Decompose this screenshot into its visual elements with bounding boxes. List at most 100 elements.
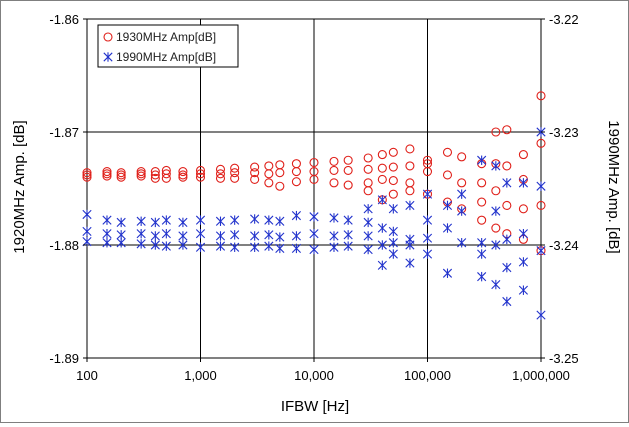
- data-point-asterisk: [422, 189, 433, 199]
- data-point-asterisk: [102, 238, 112, 248]
- data-points: [82, 91, 546, 320]
- data-point-circle: [291, 177, 301, 187]
- data-point-asterisk: [457, 189, 467, 199]
- data-point-asterisk: [161, 215, 171, 225]
- data-point-circle: [477, 215, 487, 225]
- data-point-circle: [291, 159, 301, 169]
- data-point-asterisk: [136, 239, 146, 249]
- data-point-asterisk: [195, 242, 206, 252]
- data-point-asterisk: [309, 244, 319, 255]
- legend-asterisk-icon: [103, 52, 113, 62]
- data-point-asterisk: [502, 234, 512, 245]
- data-point-circle: [264, 178, 274, 188]
- data-point-asterisk: [102, 229, 112, 239]
- right-axis-ticks: -3.25 -3.24 -3.23 -3.22: [541, 12, 579, 366]
- data-point-circle: [363, 164, 373, 174]
- data-point-asterisk: [178, 231, 188, 241]
- data-point-circle: [136, 171, 146, 181]
- data-point-asterisk: [363, 217, 373, 228]
- data-point-asterisk: [161, 241, 171, 251]
- data-point-circle: [405, 161, 415, 171]
- data-point-asterisk: [477, 249, 487, 259]
- x-tick-label: 100: [76, 368, 98, 383]
- data-point-asterisk: [518, 285, 529, 295]
- data-point-circle: [178, 172, 188, 182]
- data-point-circle: [150, 170, 160, 180]
- data-point-circle: [178, 170, 188, 180]
- data-point-circle: [102, 167, 112, 177]
- data-point-asterisk: [136, 229, 146, 239]
- data-point-asterisk: [422, 215, 433, 225]
- data-point-asterisk: [136, 216, 146, 226]
- data-point-asterisk: [264, 215, 274, 225]
- data-point-circle: [477, 197, 487, 207]
- legend-label-1930: 1930MHz Amp[dB]: [116, 30, 216, 44]
- data-point-circle: [275, 160, 285, 170]
- data-point-asterisk: [363, 244, 373, 255]
- data-point-asterisk: [457, 238, 467, 248]
- data-point-circle: [215, 173, 226, 183]
- data-point-circle: [422, 155, 433, 165]
- data-point-circle: [150, 167, 160, 177]
- data-point-circle: [195, 172, 206, 182]
- data-point-circle: [377, 163, 387, 173]
- data-point-asterisk: [377, 195, 387, 205]
- data-point-circle: [457, 178, 467, 188]
- data-point-asterisk: [275, 243, 285, 254]
- data-point-asterisk: [536, 245, 546, 256]
- data-point-circle: [195, 165, 206, 175]
- data-point-circle: [230, 173, 240, 183]
- data-point-circle: [388, 147, 398, 157]
- left-tick-label: -1.88: [49, 238, 79, 253]
- data-point-asterisk: [102, 215, 112, 225]
- data-point-circle: [518, 204, 528, 214]
- data-point-asterisk: [343, 215, 353, 225]
- data-point-circle: [442, 170, 453, 180]
- data-point-asterisk: [502, 262, 512, 273]
- data-point-asterisk: [536, 310, 546, 320]
- data-point-asterisk: [491, 279, 501, 290]
- data-point-asterisk: [215, 241, 226, 251]
- left-tick-label: -1.89: [49, 351, 79, 366]
- data-point-asterisk: [116, 238, 126, 248]
- data-point-asterisk: [422, 233, 433, 243]
- data-point-asterisk: [377, 260, 387, 271]
- data-point-circle: [195, 169, 206, 179]
- legend-circle-icon: [103, 32, 113, 42]
- data-point-circle: [502, 125, 512, 135]
- data-point-circle: [215, 169, 226, 179]
- data-point-asterisk: [250, 242, 260, 252]
- data-point-asterisk: [422, 249, 433, 259]
- data-point-circle: [363, 153, 373, 163]
- data-point-asterisk: [275, 232, 285, 242]
- data-point-asterisk: [329, 231, 339, 241]
- data-point-circle: [329, 165, 339, 175]
- data-point-circle: [116, 168, 126, 178]
- legend-marker-asterisk: [103, 52, 113, 62]
- data-point-asterisk: [264, 230, 274, 240]
- x-tick-label: 1,000: [184, 368, 217, 383]
- data-point-asterisk: [491, 206, 501, 216]
- right-tick-label: -3.25: [549, 351, 579, 366]
- data-point-circle: [150, 173, 160, 183]
- right-tick-label: -3.24: [549, 238, 579, 253]
- data-point-circle: [82, 170, 92, 180]
- data-point-asterisk: [161, 229, 171, 239]
- legend-marker-circle: [103, 32, 113, 42]
- data-point-asterisk: [309, 212, 319, 222]
- data-point-asterisk: [230, 215, 240, 225]
- data-point-asterisk: [518, 178, 529, 188]
- data-point-asterisk: [442, 200, 453, 211]
- data-point-asterisk: [363, 231, 373, 241]
- data-point-circle: [363, 178, 373, 188]
- data-point-circle: [309, 174, 319, 185]
- data-point-circle: [502, 161, 512, 171]
- data-point-circle: [457, 152, 467, 162]
- data-point-asterisk: [377, 223, 387, 233]
- data-point-asterisk: [491, 240, 501, 250]
- data-point-asterisk: [291, 231, 302, 241]
- data-point-circle: [491, 127, 501, 137]
- data-point-circle: [161, 169, 171, 179]
- data-point-asterisk: [230, 242, 240, 252]
- data-point-circle: [343, 180, 353, 190]
